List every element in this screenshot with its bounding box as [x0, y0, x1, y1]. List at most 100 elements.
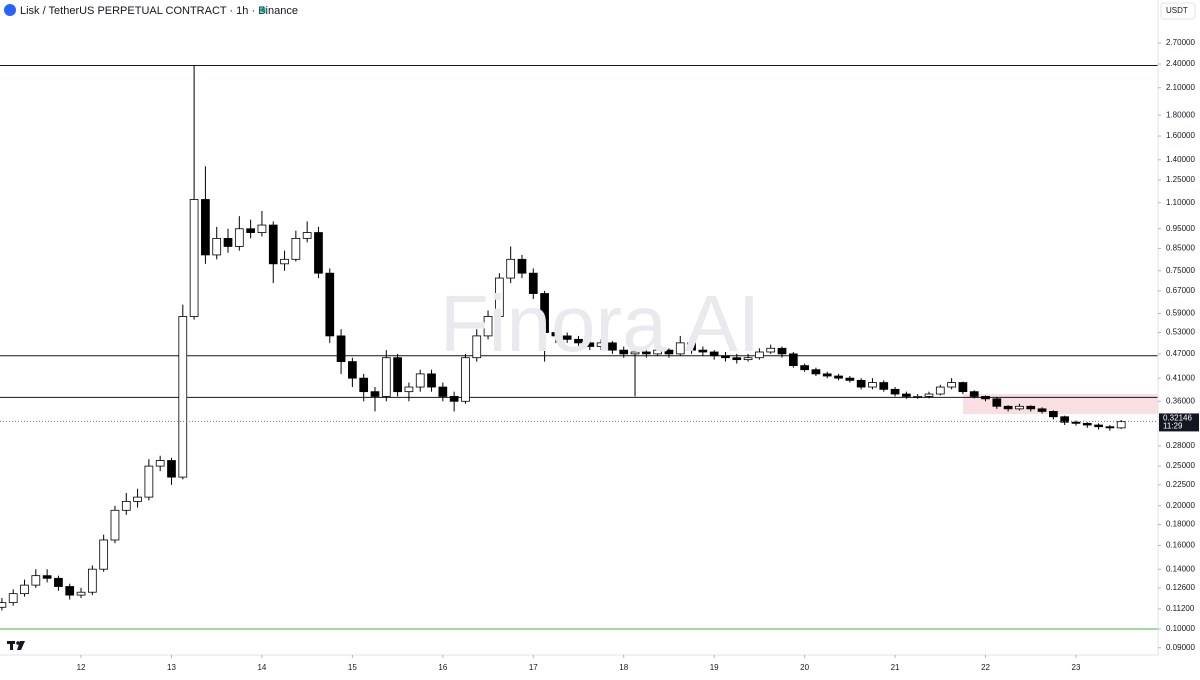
candle-body — [506, 258, 516, 279]
candle-body — [947, 382, 956, 388]
candle-body — [1105, 426, 1115, 429]
y-tick-label: 0.10000 — [1166, 624, 1195, 633]
candle-body — [246, 228, 255, 233]
x-tick-label: 23 — [1072, 663, 1081, 672]
y-tick-label: 1.60000 — [1166, 131, 1195, 140]
candle-body — [834, 375, 843, 379]
last-price-label: 0.32146 — [1163, 414, 1192, 423]
currency-button[interactable] — [1160, 2, 1196, 20]
candle-body — [99, 539, 109, 570]
x-tick-label: 19 — [710, 663, 719, 672]
y-tick-label: 0.12600 — [1166, 583, 1195, 592]
candle-body — [743, 357, 753, 361]
candle-body — [608, 342, 617, 351]
y-tick-label: 0.28000 — [1166, 441, 1195, 450]
candle-body — [528, 272, 538, 294]
candle-body — [540, 293, 549, 333]
candle-body — [687, 342, 696, 351]
candle-body — [574, 338, 583, 344]
candle-body — [1060, 416, 1070, 423]
candle-body — [969, 391, 979, 397]
candle-body — [958, 382, 968, 393]
candle-body — [472, 335, 482, 359]
candle-body — [675, 342, 685, 355]
y-tick-label: 0.47000 — [1166, 349, 1195, 358]
candle-body — [698, 349, 708, 353]
candle-body — [1116, 421, 1126, 429]
candle-body — [641, 351, 651, 355]
logo-part — [10, 641, 13, 650]
x-tick-label: 17 — [529, 663, 538, 672]
candle-body — [42, 575, 52, 579]
chart-title: Lisk / TetherUS PERPETUAL CONTRACT · 1h … — [20, 5, 298, 17]
candle-body — [234, 228, 244, 247]
candle-body — [1003, 405, 1013, 410]
candle-body — [31, 575, 41, 586]
y-tick-label: 0.09000 — [1166, 643, 1195, 652]
candle-body — [653, 349, 663, 355]
y-tick-label: 1.80000 — [1166, 110, 1195, 119]
y-tick-label: 2.10000 — [1166, 83, 1195, 92]
candle-body — [788, 353, 798, 367]
x-tick-label: 18 — [619, 663, 628, 672]
candle-body — [302, 232, 312, 239]
last-price-box — [1159, 413, 1199, 432]
candle-body — [393, 357, 402, 393]
candle-body — [483, 316, 493, 337]
candle-body — [381, 357, 391, 397]
candle-body — [201, 199, 210, 256]
candle-body — [517, 258, 527, 274]
candle-body — [1071, 421, 1081, 424]
candle-body — [1094, 424, 1103, 428]
y-tick-label: 0.18000 — [1166, 520, 1195, 529]
candle-body — [76, 591, 86, 596]
candle-body — [449, 396, 459, 402]
x-tick-label: 22 — [981, 663, 990, 672]
x-tick-label: 13 — [167, 663, 176, 672]
currency-label[interactable]: USDT — [1166, 6, 1188, 15]
candle-body — [585, 342, 595, 347]
candle-body — [924, 393, 934, 397]
candle-body — [20, 584, 29, 595]
y-tick-label: 0.41000 — [1166, 373, 1195, 382]
candle-body — [630, 351, 640, 355]
y-tick-label: 0.25000 — [1166, 461, 1195, 470]
tv-logo — [7, 641, 25, 650]
x-tick-label: 16 — [438, 663, 447, 672]
candle-body — [1082, 422, 1092, 426]
candle-body — [845, 377, 855, 381]
candle-body — [54, 577, 63, 587]
candle-body — [359, 377, 369, 393]
candle-body — [438, 386, 448, 397]
candle-body — [879, 382, 889, 390]
candle-body — [721, 355, 730, 359]
candle-body — [325, 272, 335, 337]
candle-body — [144, 465, 154, 498]
candle-body — [291, 237, 301, 260]
y-tick-label: 2.70000 — [1166, 38, 1195, 47]
status-dot — [261, 8, 265, 12]
candle-body — [495, 277, 504, 317]
candle-body — [596, 342, 606, 347]
y-tick-label: 0.59000 — [1166, 309, 1195, 318]
candle-body — [461, 357, 470, 402]
candle-body — [8, 593, 18, 604]
candle-body — [257, 224, 267, 233]
candle-body — [415, 373, 425, 388]
candle-body — [1037, 408, 1047, 412]
candle-body — [336, 335, 346, 363]
candle-body — [133, 496, 142, 502]
candle-body — [562, 335, 572, 340]
y-tick-label: 0.36000 — [1166, 396, 1195, 405]
y-tick-label: 0.14000 — [1166, 564, 1195, 573]
y-tick-label: 1.10000 — [1166, 198, 1195, 207]
candle-body — [709, 351, 719, 357]
candle-body — [732, 357, 742, 361]
candle-body — [65, 586, 75, 596]
x-tick-label: 21 — [891, 663, 900, 672]
candle-body — [223, 237, 233, 247]
y-tick-label: 0.11200 — [1166, 604, 1195, 613]
x-tick-label: 15 — [348, 663, 357, 672]
candle-body — [178, 316, 188, 478]
